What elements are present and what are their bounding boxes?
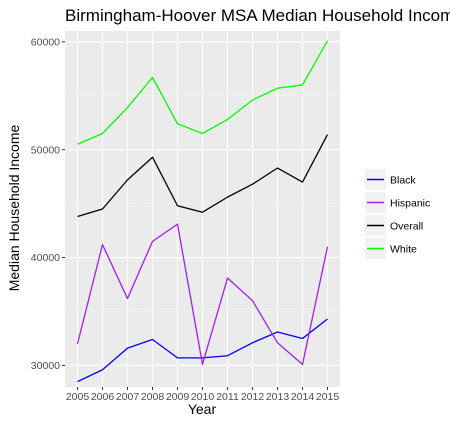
x-tick-label: 2013: [266, 391, 290, 403]
legend-label-black: Black: [390, 175, 416, 187]
series-line-black: [77, 318, 328, 383]
legend: Black Hispanic Overall White: [365, 169, 430, 259]
chart-title: Birmingham-Hoover MSA Median Household I…: [65, 6, 450, 25]
series-line-hispanic: [76, 223, 329, 366]
legend-label-overall: Overall: [390, 221, 423, 233]
y-tick-label: 60000: [31, 36, 60, 48]
y-tick-label: 30000: [31, 360, 60, 372]
x-tick-label: 2010: [191, 391, 215, 403]
series-line-white: [77, 40, 329, 145]
x-tick-label: 2006: [91, 391, 115, 403]
y-axis-ticks: 30000 40000 50000 60000: [31, 36, 65, 372]
series-line-overall: [77, 134, 329, 218]
x-tick-label: 2012: [241, 391, 265, 403]
x-tick-label: 2011: [216, 391, 239, 403]
x-axis-ticks: 2005 2006 2007 2008 2009 2010 2011 2012 2013 2014…: [66, 387, 340, 403]
y-axis-title: Median Household Income: [6, 125, 22, 292]
x-axis-title: Year: [188, 401, 217, 417]
y-tick-label: 50000: [31, 144, 60, 156]
legend-label-white: White: [390, 244, 417, 256]
major-gridlines: [65, 31, 340, 387]
x-tick-label: 2015: [316, 391, 340, 403]
x-tick-label: 2005: [66, 391, 90, 403]
y-tick-label: 40000: [31, 252, 60, 264]
x-tick-label: 2009: [166, 391, 190, 403]
x-tick-label: 2014: [291, 391, 315, 403]
series-lines: [76, 40, 329, 383]
legend-label-hispanic: Hispanic: [390, 198, 430, 210]
x-tick-label: 2007: [116, 391, 140, 403]
x-tick-label: 2008: [141, 391, 165, 403]
